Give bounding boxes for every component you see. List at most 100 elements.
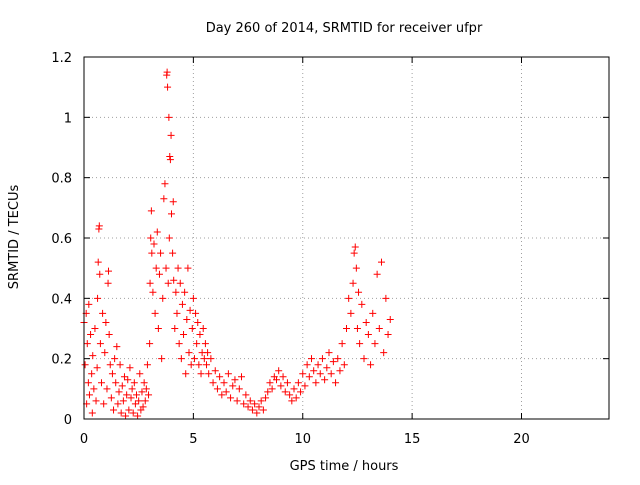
data-points [80,68,394,420]
data-point [334,355,342,363]
data-point [194,318,202,326]
data-point [175,340,183,348]
data-point [105,331,113,339]
data-point [155,270,163,278]
data-point [143,361,151,369]
data-point [178,300,186,308]
data-point [360,355,368,363]
data-point [107,394,115,402]
data-point [350,249,358,257]
data-point [93,364,101,372]
data-point [159,294,167,302]
data-point [169,249,177,257]
data-point [352,264,360,272]
axis-ticks [83,56,609,420]
x-tick-label: 10 [294,432,311,447]
data-point [176,279,184,287]
data-point [108,370,116,378]
data-point [205,370,213,378]
data-point [248,406,256,414]
data-point [91,325,99,332]
data-point [345,294,353,302]
data-point [266,379,274,387]
data-point [338,340,346,348]
data-point [173,309,181,317]
data-point [171,325,179,332]
data-point [349,279,357,287]
data-point [127,394,135,402]
data-point [288,397,296,405]
data-point [154,325,162,332]
data-point [384,331,392,339]
data-point [255,403,263,411]
data-point [150,240,158,248]
data-point [94,294,102,302]
data-point [251,400,259,408]
data-point [151,309,159,317]
data-point [238,373,245,381]
data-point [294,379,302,387]
data-point [283,379,291,387]
data-point [92,397,100,405]
data-point [124,376,132,384]
data-point [170,276,178,284]
data-point [216,373,224,381]
data-point [303,361,311,369]
data-point [106,361,114,369]
y-tick-label: 0 [64,413,72,428]
data-point [165,113,173,121]
data-point [332,379,340,387]
y-tick-label: 0.4 [51,292,72,307]
data-point [95,222,103,230]
data-point [204,349,212,357]
data-point [351,243,359,251]
data-point [279,373,287,381]
data-point [164,83,172,91]
y-tick-label: 0.8 [51,172,72,187]
data-point [140,379,148,387]
data-point [117,409,125,417]
data-point [172,288,180,296]
data-point [147,234,155,242]
data-point [102,318,110,326]
data-point [130,379,138,387]
x-tick-label: 5 [189,432,197,447]
y-tick-label: 0.2 [51,353,72,368]
data-point [186,306,194,314]
y-tick-label: 0.6 [51,232,72,247]
x-tick-label: 15 [404,432,421,447]
data-point [213,385,221,393]
data-point [207,355,215,363]
data-point [353,325,361,332]
data-point [188,325,196,332]
y-tick-label: 1.2 [51,51,72,66]
x-axis-label: GPS time / hours [290,459,399,474]
data-point [369,309,377,317]
data-point [111,355,119,363]
data-point [233,397,241,405]
data-point [325,349,333,357]
data-point [115,388,123,396]
data-point [355,288,363,296]
data-point [200,355,208,363]
data-point [184,264,192,272]
data-point [164,279,172,287]
data-point [308,355,315,363]
data-point [273,376,280,384]
data-point [114,400,122,408]
data-point [85,300,93,308]
data-point [158,355,166,363]
data-point [163,68,171,76]
data-point [157,249,165,257]
data-point [375,325,383,332]
data-point [85,391,93,399]
data-point [103,385,111,393]
data-point [347,309,355,317]
data-point [98,379,105,387]
data-point [167,131,175,139]
data-point [166,156,174,164]
x-tick-label: 20 [513,432,530,447]
data-point [253,409,261,417]
data-point [257,397,265,405]
data-point [299,370,307,378]
